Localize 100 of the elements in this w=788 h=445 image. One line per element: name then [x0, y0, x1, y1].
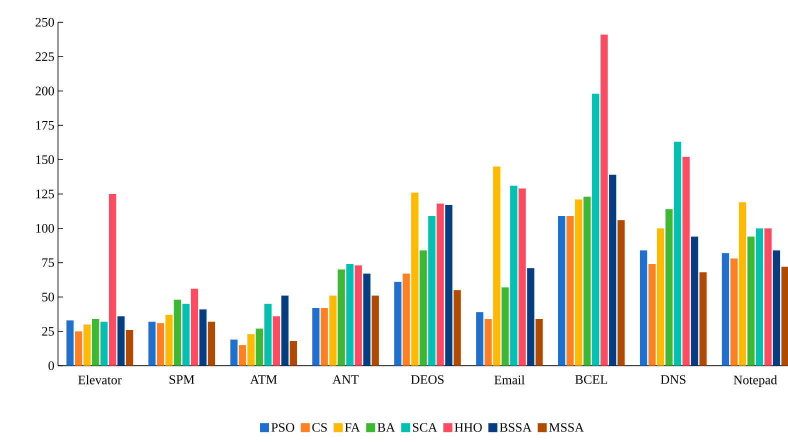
bar [518, 188, 526, 366]
bar [665, 209, 673, 366]
x-tick-label: ANT [332, 375, 359, 384]
x-tick-label: Email [494, 375, 525, 384]
x-tick-label: ATM [250, 375, 277, 384]
bar [484, 318, 492, 366]
bar [272, 316, 280, 366]
bar [609, 174, 616, 366]
bar [428, 216, 436, 366]
bar [281, 296, 288, 366]
bar [699, 272, 707, 366]
bar [476, 312, 484, 366]
bar [83, 324, 91, 366]
y-tick-label: 250 [36, 18, 54, 27]
legend-label: CS [312, 423, 327, 432]
bar [618, 220, 625, 366]
x-tick-label: BCEL [575, 375, 608, 384]
y-tick-label: 225 [36, 52, 54, 61]
bar [100, 322, 108, 366]
bar [738, 202, 746, 366]
bar [747, 236, 755, 366]
bar [640, 250, 648, 366]
bar [126, 330, 134, 366]
bar [208, 322, 216, 366]
bar [320, 308, 328, 366]
bar [74, 331, 82, 366]
bar [690, 236, 698, 366]
bar [108, 194, 116, 366]
bar [493, 166, 500, 366]
bar [764, 228, 772, 366]
bar [247, 334, 254, 366]
legend-label: FA [344, 423, 360, 432]
bar [156, 323, 164, 366]
bar [420, 250, 427, 366]
bar [199, 309, 207, 366]
x-tick-label: DEOS [410, 375, 444, 384]
bar [648, 264, 656, 366]
x-tick-label: Elevator [78, 375, 122, 384]
bar [264, 304, 272, 366]
bar [411, 192, 418, 366]
bar [174, 300, 182, 366]
bar [584, 196, 591, 366]
bar [756, 228, 764, 366]
bar [722, 253, 730, 366]
bar [117, 316, 125, 366]
bar [66, 320, 74, 366]
bar [290, 340, 297, 366]
y-tick-label: 50 [42, 292, 54, 302]
bar [402, 274, 410, 366]
y-tick-label: 25 [42, 327, 54, 336]
bar [329, 296, 336, 366]
bar [502, 287, 509, 366]
legend-label: MSSA [549, 423, 584, 432]
bar [148, 322, 156, 366]
bar [781, 266, 788, 366]
bar [312, 308, 320, 366]
bar [92, 318, 100, 366]
bar [575, 199, 582, 366]
bar [454, 290, 461, 366]
bar [165, 314, 173, 366]
legend-label: BSSA [500, 423, 532, 432]
bar [772, 250, 780, 366]
x-tick-label: Notepad [734, 375, 778, 387]
bar [372, 296, 379, 366]
bar [656, 228, 664, 366]
bar [445, 204, 452, 366]
bar [592, 94, 600, 366]
bar [182, 304, 190, 366]
bar [674, 142, 682, 366]
bar [230, 340, 238, 366]
bar [190, 288, 198, 366]
bar [394, 282, 402, 366]
bar [730, 258, 738, 366]
legend-label: BA [378, 423, 396, 432]
y-tick-label: 0 [48, 361, 54, 370]
legend-label: PSO [271, 423, 294, 432]
bar [256, 328, 263, 366]
bar [600, 34, 608, 366]
y-tick-label: 150 [36, 155, 54, 164]
bar [558, 216, 566, 366]
bar [682, 156, 690, 366]
y-tick-label: 75 [42, 258, 54, 267]
y-tick-label: 100 [36, 224, 54, 233]
y-tick-label: 175 [36, 120, 54, 130]
legend-label: SCA [412, 423, 438, 432]
bar [338, 270, 345, 366]
bar [238, 345, 246, 366]
bar [354, 265, 362, 366]
bar [346, 264, 354, 366]
x-tick-label: DNS [660, 375, 686, 384]
legend-label: HHO [454, 423, 482, 432]
bar [536, 318, 543, 366]
x-tick-label: SPM [170, 375, 194, 384]
y-tick-label: 200 [36, 86, 54, 96]
bar [566, 216, 574, 366]
bar [363, 274, 370, 366]
bar [436, 204, 444, 366]
bar [527, 268, 534, 366]
bar [510, 186, 518, 366]
y-tick-label: 125 [36, 190, 54, 198]
